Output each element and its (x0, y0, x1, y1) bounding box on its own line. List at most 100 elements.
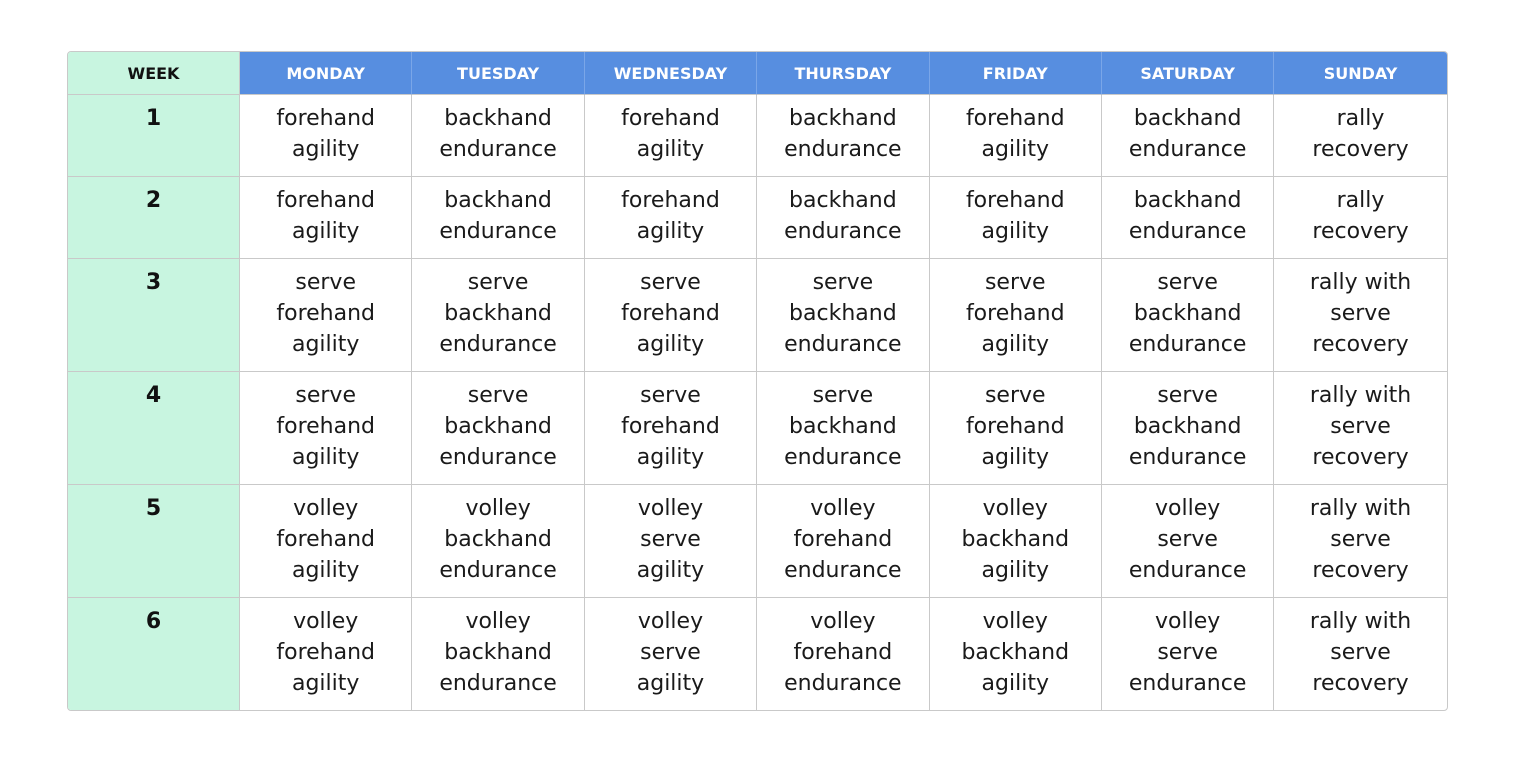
session-cell-friday: serve forehand agility (929, 259, 1102, 372)
activity-label: backhand (444, 527, 552, 552)
activity-label: endurance (1128, 332, 1247, 357)
activity-label: endurance (784, 137, 902, 162)
session-cell-friday: forehand agility (929, 177, 1102, 259)
activity-label: endurance (439, 332, 557, 357)
activity-label: agility (636, 332, 705, 357)
session-cell-friday: volley backhand agility (929, 485, 1102, 598)
session-cell-friday: volley backhand agility (930, 598, 1102, 710)
activity-label: forehand (621, 301, 720, 326)
table-row: 1 forehand agility backhand endurance forehan… (68, 95, 1447, 177)
week-number-cell: 5 (68, 485, 240, 598)
activity-label: rally (1336, 188, 1385, 213)
activity-label: serve (984, 270, 1046, 295)
activity-label: forehand (965, 106, 1065, 131)
activity-label: serve (1330, 414, 1391, 439)
session-cell-thursday: volley forehand endurance (757, 485, 930, 598)
activity-label: agility (291, 558, 360, 583)
activity-label: forehand (276, 527, 376, 552)
activity-label: backhand (444, 414, 552, 439)
table-row: 3 serve forehand agility serve backhand endura… (68, 259, 1447, 372)
activity-label: serve (1330, 301, 1391, 326)
activity-label: serve (1330, 640, 1391, 665)
session-cell-monday: serve forehand agility (240, 372, 413, 485)
activity-label: backhand (444, 640, 552, 665)
day-header-saturday: SATURDAY (1101, 52, 1275, 95)
activity-label: backhand (789, 301, 897, 326)
activity-label: agility (636, 137, 705, 162)
activity-label: volley (1155, 609, 1221, 634)
session-cell-tuesday: serve backhand endurance (412, 259, 585, 372)
activity-label: rally with (1309, 496, 1412, 521)
activity-label: recovery (1312, 332, 1409, 357)
activity-label: endurance (439, 558, 557, 583)
day-header-wednesday: WEDNESDAY (584, 52, 758, 95)
activity-label: endurance (784, 332, 902, 357)
day-header-friday: FRIDAY (929, 52, 1102, 95)
activity-label: forehand (965, 188, 1065, 213)
activity-label: volley (637, 496, 704, 521)
session-cell-monday: serve forehand agility (240, 259, 413, 372)
activity-label: serve (812, 270, 874, 295)
activity-label: backhand (1133, 414, 1242, 439)
activity-label: backhand (961, 640, 1070, 665)
activity-label: endurance (1128, 445, 1247, 470)
session-cell-saturday: backhand endurance (1101, 95, 1275, 177)
session-cell-wednesday: forehand agility (584, 177, 758, 259)
session-cell-wednesday: forehand agility (584, 95, 758, 177)
activity-label: forehand (276, 188, 376, 213)
activity-label: agility (981, 137, 1049, 162)
session-cell-tuesday: backhand endurance (412, 177, 585, 259)
activity-label: forehand (965, 414, 1065, 439)
activity-label: agility (981, 219, 1049, 244)
activity-label: backhand (961, 527, 1070, 552)
activity-label: rally with (1309, 609, 1412, 634)
activity-label: serve (640, 270, 701, 295)
activity-label: volley (465, 496, 531, 521)
activity-label: volley (293, 609, 359, 634)
session-cell-wednesday: serve forehand agility (584, 259, 758, 372)
activity-label: backhand (1133, 106, 1242, 131)
session-cell-thursday: backhand endurance (757, 95, 930, 177)
session-cell-monday: forehand agility (240, 177, 413, 259)
activity-label: serve (295, 383, 356, 408)
session-cell-thursday: serve backhand endurance (757, 372, 930, 485)
activity-label: forehand (965, 301, 1065, 326)
session-cell-saturday: serve backhand endurance (1101, 372, 1275, 485)
activity-label: endurance (1128, 671, 1247, 696)
activity-label: rally (1336, 106, 1385, 131)
schedule-body: 1 forehand agility backhand endurance forehan… (68, 95, 1447, 710)
activity-label: agility (291, 332, 360, 357)
activity-label: agility (981, 445, 1049, 470)
activity-label: endurance (784, 558, 902, 583)
activity-label: volley (810, 496, 876, 521)
activity-label: endurance (439, 445, 557, 470)
activity-label: serve (295, 270, 356, 295)
session-cell-saturday: serve backhand endurance (1101, 259, 1275, 372)
training-schedule-table: WEEK MONDAY TUESDAY WEDNESDAY THURSDAY F… (67, 51, 1448, 711)
activity-label: agility (981, 558, 1049, 583)
activity-label: backhand (1133, 188, 1242, 213)
activity-label: agility (636, 671, 705, 696)
table-row: 6 volley forehand agility volley backhand endu… (68, 598, 1447, 710)
table-row: 5 volley forehand agility volley backhand endu… (68, 485, 1447, 598)
activity-label: recovery (1312, 671, 1409, 696)
activity-label: serve (640, 640, 701, 665)
week-column-header: WEEK (68, 52, 240, 95)
activity-label: agility (981, 332, 1049, 357)
activity-label: rally with (1309, 270, 1412, 295)
activity-label: endurance (784, 445, 902, 470)
session-cell-tuesday: serve backhand endurance (412, 372, 585, 485)
activity-label: agility (291, 137, 360, 162)
activity-label: serve (640, 383, 701, 408)
activity-label: backhand (789, 188, 897, 213)
session-cell-monday: forehand agility (240, 95, 413, 177)
session-cell-sunday: rally recovery (1274, 95, 1447, 177)
week-number-cell: 2 (68, 177, 240, 259)
activity-label: forehand (276, 414, 376, 439)
activity-label: recovery (1312, 558, 1409, 583)
day-header-monday: MONDAY (240, 52, 413, 95)
activity-label: serve (640, 527, 701, 552)
session-cell-thursday: backhand endurance (757, 177, 930, 259)
session-cell-sunday: rally with serve recovery (1274, 485, 1447, 598)
day-header-sunday: SUNDAY (1274, 52, 1447, 95)
